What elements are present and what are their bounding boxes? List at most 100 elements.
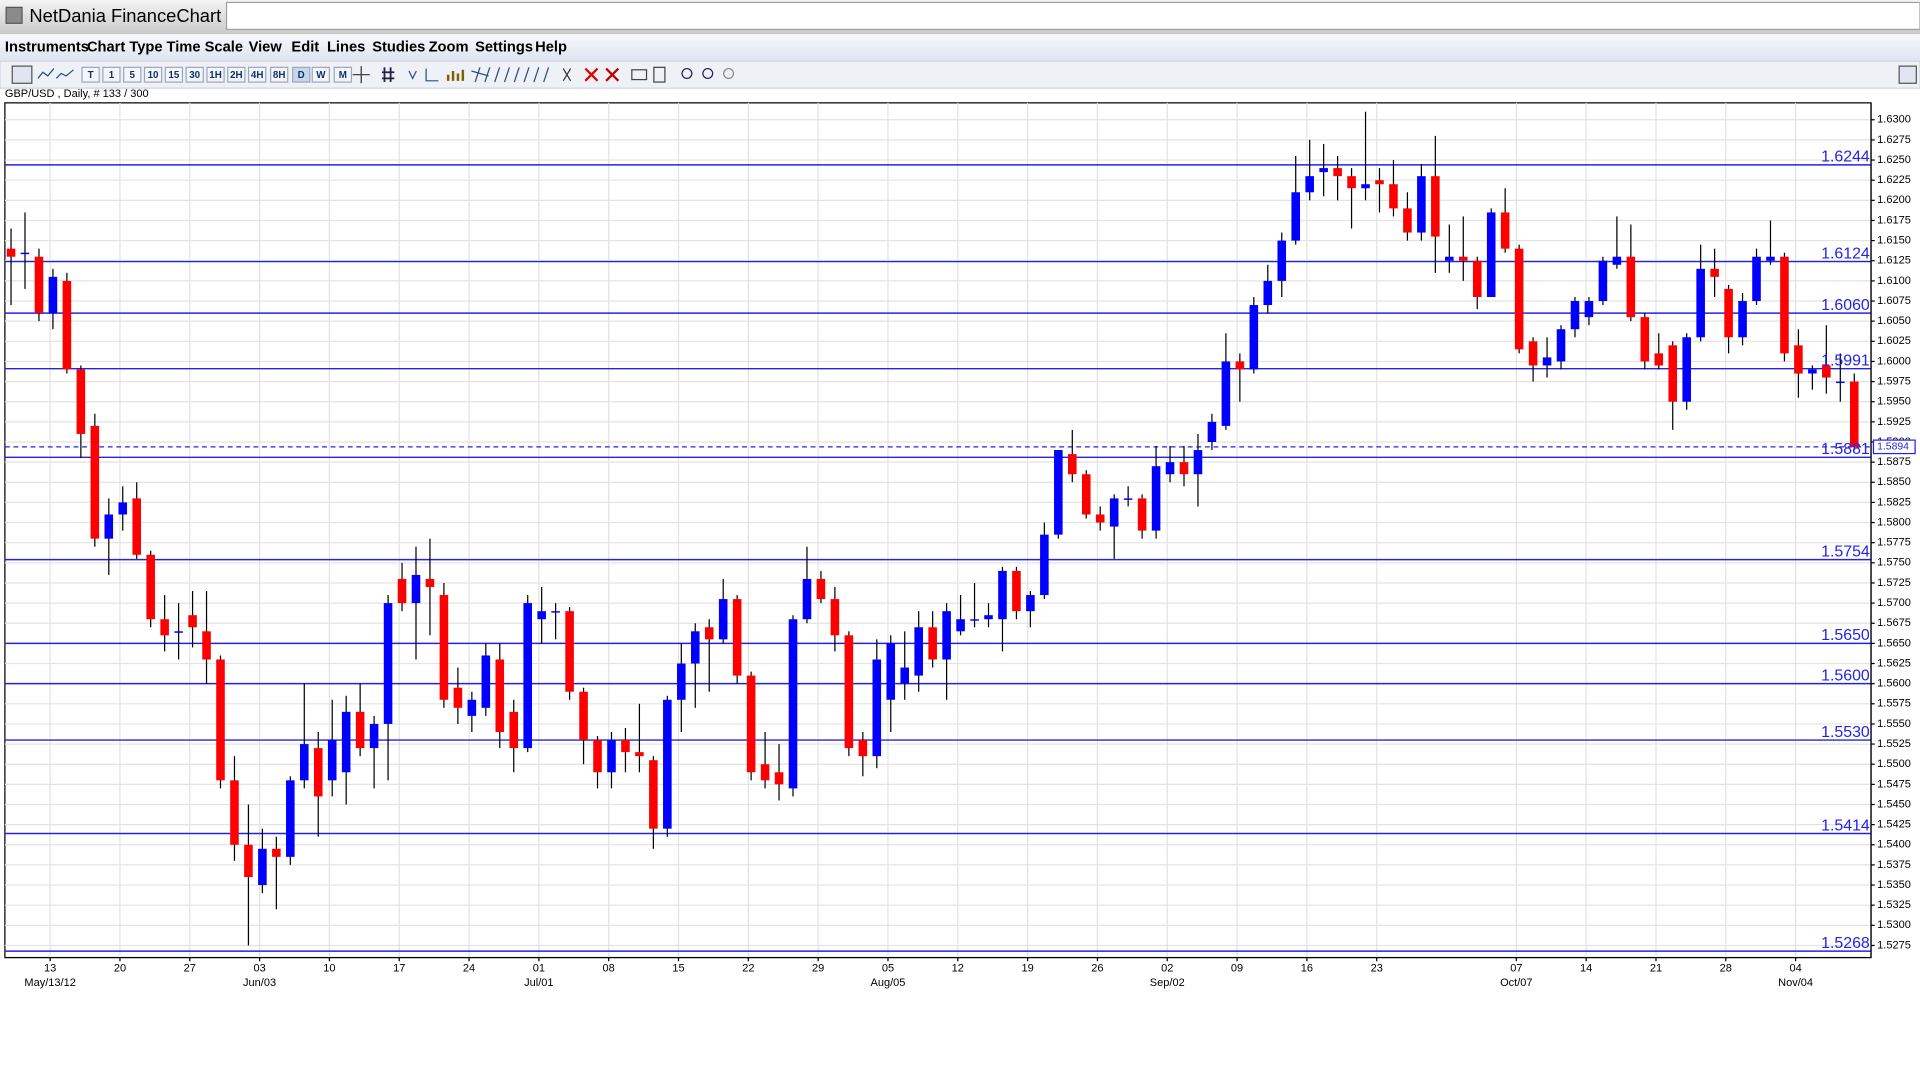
scroll-icon[interactable] [408,70,417,80]
button-frame[interactable] [333,66,353,83]
timescale-button[interactable]: 8H [270,66,289,83]
level-label: 1.6124 [1821,245,1870,262]
timescale-button[interactable]: 2H [227,66,246,83]
timescale-button[interactable]: 1 [102,66,121,83]
candle [732,595,742,684]
axis-icon[interactable] [425,68,439,82]
button-label[interactable]: 30 [189,70,200,81]
y-tick-label: 1.5775 [1877,537,1911,549]
volume-icon[interactable] [446,69,465,81]
preview-icon[interactable] [653,66,666,83]
button-frame[interactable] [102,66,121,83]
timescale-button[interactable]: T [81,66,100,83]
button-frame[interactable] [164,66,184,83]
grid-icon[interactable] [382,67,395,83]
x-tick-label: 13 [44,962,56,974]
button-label[interactable]: 5 [130,70,136,81]
candle-body [327,740,337,781]
candle-body [732,599,742,676]
area-icon[interactable] [55,69,74,79]
menu-item[interactable]: Chart Type [87,40,163,56]
candle [1849,373,1859,451]
menu-item[interactable]: Settings [475,40,533,56]
timescale-button[interactable]: 15 [164,66,184,83]
candle [1319,143,1328,197]
candle-icon[interactable] [11,65,33,84]
address-box[interactable] [225,1,1920,30]
menu-item[interactable]: View [249,40,283,56]
timescale-button[interactable]: D [292,66,311,83]
menu-item[interactable]: Lines [327,40,365,56]
button-frame[interactable] [247,66,267,83]
menu-item[interactable]: Help [535,40,567,56]
remove-icon[interactable] [562,68,572,82]
x-date-label: Sep/02 [1150,977,1185,989]
menu-item[interactable]: Zoom [429,40,469,56]
timescale-button[interactable]: 30 [185,66,204,83]
line-icon[interactable] [37,68,55,79]
candle-body [1333,168,1342,177]
candle [746,671,756,781]
button-label[interactable]: M [339,70,347,81]
candle [118,486,128,531]
button-frame[interactable] [227,66,246,83]
zoom-out-icon[interactable] [702,67,714,79]
candle [1333,156,1342,201]
button-frame[interactable] [123,66,142,83]
drawing-tools[interactable] [471,67,550,83]
timescale-button[interactable]: M [333,66,353,83]
last-price-label: 1.5894 [1877,442,1909,453]
timescale-button[interactable]: W [311,66,330,83]
y-tick-label: 1.5825 [1877,496,1911,508]
zoom-reset-icon[interactable] [723,67,735,79]
button-label[interactable]: D [298,70,305,81]
button-frame[interactable] [311,66,330,83]
button-label[interactable]: 15 [168,70,179,81]
button-label[interactable]: 1H [209,70,222,81]
y-tick-label: 1.6275 [1877,134,1911,146]
candle [677,643,686,732]
level-label: 1.5650 [1821,627,1870,644]
button-frame[interactable] [206,66,225,83]
candle [20,212,30,289]
candle [48,268,58,330]
candle [914,611,923,692]
menu-item[interactable]: Edit [291,40,319,56]
candle-body [718,599,728,640]
candle-body [76,369,86,434]
timescale-button[interactable]: 5 [123,66,142,83]
candle [1738,292,1747,346]
button-label[interactable]: W [316,70,326,81]
button-label[interactable]: 2H [230,70,243,81]
button-label[interactable]: 4H [251,70,264,81]
candle [1040,522,1049,600]
timescale-button[interactable]: 10 [143,66,163,83]
button-label[interactable]: 10 [148,70,159,81]
timescale-button[interactable]: 4H [247,66,267,83]
menu-item[interactable]: Instruments [5,40,89,56]
button-label[interactable]: 1 [109,70,115,81]
menu-item[interactable]: Time Scale [167,40,243,56]
y-tick-label: 1.6025 [1877,335,1911,347]
button-frame[interactable] [270,66,289,83]
candle-body [188,615,197,628]
button-frame[interactable] [81,66,100,83]
button-frame[interactable] [185,66,204,83]
button-label[interactable]: 8H [273,70,286,81]
button-frame[interactable] [143,66,163,83]
timescale-button[interactable]: 1H [206,66,225,83]
delete-icon[interactable] [584,67,599,82]
zoom-in-icon[interactable] [681,67,693,79]
panel-toggle[interactable] [1898,65,1917,84]
crosshair-icon[interactable] [352,66,370,84]
button-frame[interactable] [292,66,311,83]
candle [1431,135,1440,273]
delete-all-icon[interactable] [605,67,620,82]
candle [1445,224,1454,273]
menu-item[interactable]: Studies [372,40,425,56]
button-label[interactable]: T [88,70,94,81]
candle [397,562,407,612]
print-icon[interactable] [631,69,648,81]
level-label: 1.6244 [1821,149,1870,166]
